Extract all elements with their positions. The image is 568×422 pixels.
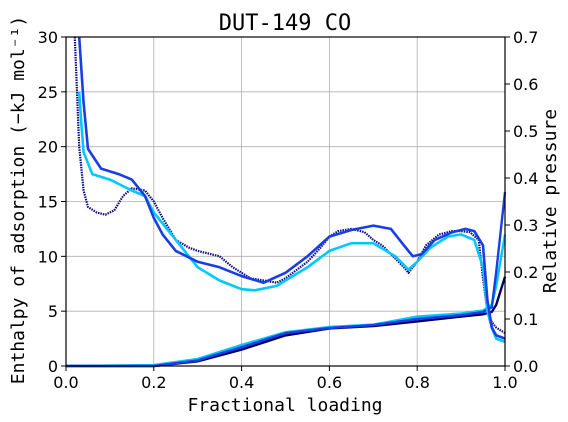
chart-title: DUT-149 CO <box>219 11 351 36</box>
pressure-series-line-2 <box>66 191 507 368</box>
y-right-tick-label: 0.6 <box>513 75 538 94</box>
y-left-tick-label: 0 <box>48 357 58 376</box>
series-group <box>65 36 507 368</box>
y-right-tick-label: 0.4 <box>513 169 538 188</box>
x-tick-label: 0.4 <box>229 373 254 392</box>
y-axis-right-label: Relative pressure <box>540 109 561 293</box>
y-right-tick-label: 0.7 <box>513 28 538 47</box>
y-left-tick-label: 25 <box>38 83 58 102</box>
x-tick-label: 0.6 <box>317 373 342 392</box>
y-axis-left-label: Enthalpy of adsorption (−kJ mol⁻¹) <box>8 16 29 384</box>
enthalpy-series-line-2 <box>77 36 506 340</box>
y-left-tick-label: 30 <box>38 28 58 47</box>
pressure-series-line-1 <box>65 234 507 368</box>
x-tick-label: 0.8 <box>404 373 429 392</box>
x-tick-label: 0.0 <box>53 373 78 392</box>
y-left-tick-label: 15 <box>38 193 58 212</box>
tick-group: 0.0 0.2 0.4 0.6 0.8 1.0 0 5 10 15 20 25 30 0.0 0.1 0.2 0… <box>38 28 539 392</box>
x-axis-label: Fractional loading <box>187 395 382 416</box>
enthalpy-series-line-1 <box>77 91 506 344</box>
pressure-series-line-0 <box>66 276 507 368</box>
y-right-tick-label: 0.5 <box>513 122 538 141</box>
y-left-tick-label: 20 <box>38 138 58 157</box>
x-tick-label: 0.2 <box>141 373 166 392</box>
y-left-tick-label: 10 <box>38 247 58 266</box>
y-right-tick-label: 0.0 <box>513 357 538 376</box>
y-right-tick-label: 0.3 <box>513 216 538 235</box>
y-left-tick-label: 5 <box>48 302 58 321</box>
x-tick-label: 1.0 <box>492 373 517 392</box>
y-right-tick-label: 0.1 <box>513 310 538 329</box>
enthalpy-series-line-0 <box>73 36 506 335</box>
y-right-tick-label: 0.2 <box>513 263 538 282</box>
